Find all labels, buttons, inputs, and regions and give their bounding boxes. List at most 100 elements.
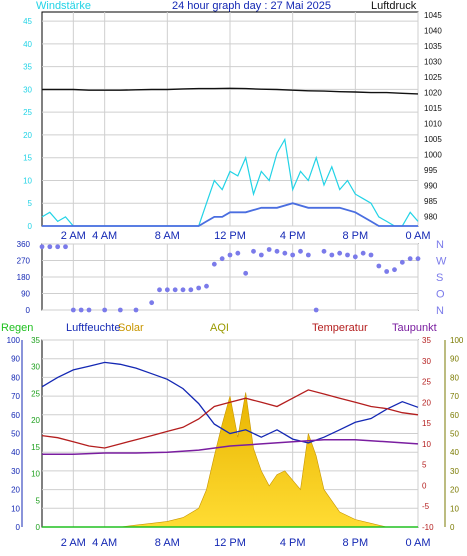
direction-point	[298, 248, 303, 254]
y-tick-label-wind: 35	[23, 63, 32, 72]
direction-point	[415, 256, 421, 262]
windstaerke-header: Windstärke	[36, 0, 91, 12]
direction-point	[258, 252, 264, 258]
y-tick-label-humidity: 40	[11, 448, 20, 457]
direction-point	[305, 252, 311, 258]
y-tick-label-rain: 20	[31, 416, 40, 425]
direction-point	[329, 252, 335, 258]
direction-point	[345, 252, 350, 258]
y-tick-label-pressure: 1020	[424, 89, 442, 98]
luftdruck-header: Luftdruck	[371, 0, 417, 12]
y-tick-label-pressure: 1045	[424, 11, 442, 20]
direction-point	[243, 270, 249, 276]
direction-point	[47, 244, 53, 250]
direction-point	[407, 256, 413, 262]
direction-point	[180, 287, 186, 293]
y-tick-label-humidity: 0	[16, 523, 21, 532]
y-tick-label-aqi: 100	[450, 336, 464, 345]
x-tick-label-bottom: 2 AM	[61, 537, 86, 549]
y-tick-label-temperature: 10	[422, 440, 431, 449]
y-tick-label-humidity: 100	[7, 336, 21, 345]
x-tick-label-bottom: 4 AM	[92, 537, 117, 549]
chart-title: 24 hour graph day : 27 Mai 2025	[172, 0, 331, 12]
y-tick-label-humidity: 80	[11, 373, 20, 382]
y-tick-label-humidity: 50	[11, 430, 20, 439]
y-tick-label-pressure: 1025	[424, 73, 442, 82]
y-tick-label-aqi: 0	[450, 523, 455, 532]
x-tick-label-top: 12 PM	[214, 230, 246, 242]
y-tick-label-aqi: 10	[450, 504, 459, 513]
legend-aqi: AQI	[210, 322, 229, 334]
y-tick-label-rain: 25	[31, 389, 40, 398]
x-tick-label-top: 0 AM	[405, 230, 430, 242]
direction-point	[39, 244, 45, 250]
x-tick-label-bottom: 12 PM	[214, 537, 246, 549]
direction-point	[63, 244, 68, 250]
direction-point	[282, 250, 288, 256]
y-tick-label-temperature: 15	[422, 419, 431, 428]
direction-point	[235, 250, 241, 256]
y-tick-label-humidity: 60	[11, 411, 20, 420]
y-tick-label-pressure: 1040	[424, 27, 442, 36]
direction-compass-label: N	[436, 239, 444, 251]
direction-compass-label: N	[436, 305, 444, 317]
y-tick-label-temperature: 20	[422, 398, 431, 407]
direction-point	[384, 269, 390, 274]
y-tick-label-wind: 10	[23, 176, 32, 185]
direction-point	[78, 307, 84, 313]
y-tick-label-direction: 270	[17, 257, 31, 266]
y-tick-label-rain: 30	[31, 363, 40, 372]
y-tick-label-temperature: -10	[422, 523, 434, 532]
y-tick-label-aqi: 30	[450, 467, 459, 476]
series-humidity-line	[41, 361, 419, 444]
direction-point	[172, 287, 178, 293]
direction-point	[188, 287, 194, 293]
y-tick-label-aqi: 90	[450, 355, 459, 364]
y-tick-label-pressure: 990	[424, 182, 438, 191]
y-tick-label-rain: 5	[36, 496, 41, 505]
direction-point	[86, 307, 92, 313]
direction-point	[251, 248, 256, 254]
legend-regen: Regen	[1, 322, 33, 334]
y-tick-label-aqi: 20	[450, 486, 459, 495]
direction-point	[399, 259, 405, 265]
y-tick-label-pressure: 985	[424, 197, 438, 206]
y-tick-label-direction: 0	[26, 306, 31, 315]
y-tick-label-aqi: 40	[450, 448, 459, 457]
direction-point	[376, 263, 382, 269]
x-tick-label-bottom: 8 PM	[342, 537, 368, 549]
direction-compass-label: O	[436, 289, 445, 301]
y-tick-label-pressure: 1000	[424, 151, 442, 160]
y-tick-label-pressure: 980	[424, 213, 438, 222]
series-wind-line	[42, 202, 418, 227]
y-tick-label-direction: 180	[17, 273, 31, 282]
direction-point	[133, 307, 139, 313]
y-tick-label-temperature: 0	[422, 481, 427, 490]
y-tick-label-humidity: 10	[11, 504, 20, 513]
y-tick-label-pressure: 1010	[424, 120, 442, 129]
direction-point	[204, 283, 209, 289]
y-tick-label-aqi: 80	[450, 373, 459, 382]
y-tick-label-pressure: 1005	[424, 135, 442, 144]
direction-point	[337, 250, 343, 256]
direction-point	[196, 285, 202, 291]
y-tick-label-humidity: 90	[11, 355, 20, 364]
y-tick-label-humidity: 30	[11, 467, 20, 476]
legend-luftfeuchte: Luftfeuchte	[66, 322, 120, 334]
y-tick-label-wind: 0	[28, 222, 33, 231]
direction-point	[211, 261, 217, 267]
direction-point	[266, 247, 272, 252]
y-tick-label-pressure: 1030	[424, 58, 442, 67]
y-tick-label-temperature: -5	[422, 502, 430, 511]
x-tick-label-bottom: 4 PM	[280, 537, 306, 549]
direction-point	[55, 244, 61, 250]
legend-solar: Solar	[118, 322, 144, 334]
direction-point	[219, 256, 225, 262]
series-dewpoint-line	[42, 438, 419, 456]
y-tick-label-humidity: 20	[11, 486, 20, 495]
direction-point	[321, 248, 327, 254]
y-tick-label-temperature: 5	[422, 461, 427, 470]
x-tick-label-bottom: 0 AM	[405, 537, 430, 549]
direction-point	[274, 248, 280, 254]
